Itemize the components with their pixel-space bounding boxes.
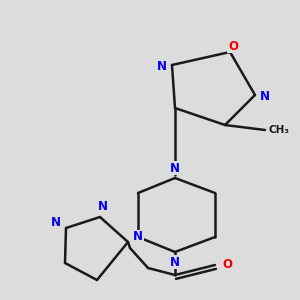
Text: N: N (133, 230, 143, 244)
Text: N: N (260, 91, 270, 103)
Text: CH₃: CH₃ (268, 125, 290, 135)
Text: O: O (228, 40, 238, 52)
Text: N: N (157, 61, 167, 74)
Text: N: N (98, 200, 108, 214)
Text: N: N (170, 161, 180, 175)
Text: N: N (170, 256, 180, 268)
Text: N: N (51, 217, 61, 230)
Text: O: O (222, 259, 232, 272)
